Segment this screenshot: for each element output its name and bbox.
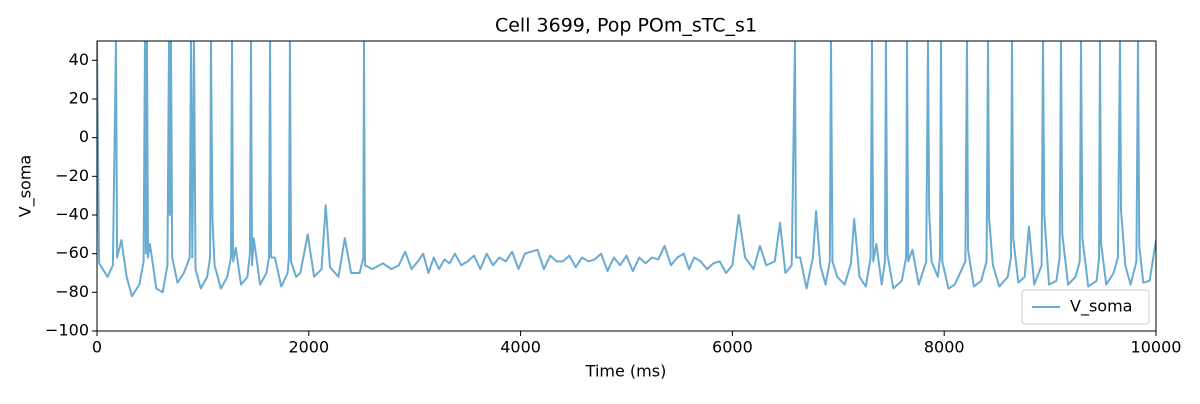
y-tick-label: −60 — [55, 243, 89, 262]
y-tick-label: −20 — [55, 166, 89, 185]
x-tick-label: 6000 — [712, 338, 753, 357]
y-tick-label: −100 — [45, 321, 89, 340]
chart-title: Cell 3699, Pop POm_sTC_s1 — [495, 15, 757, 37]
y-tick-label: −40 — [55, 205, 89, 224]
legend-label: V_soma — [1070, 297, 1132, 317]
y-tick-label: −80 — [55, 282, 89, 301]
y-axis-label: V_soma — [16, 155, 36, 217]
x-tick-label: 10000 — [1131, 338, 1182, 357]
x-tick-label: 0 — [92, 338, 102, 357]
legend-frame — [1021, 289, 1150, 325]
legend: V_soma — [1021, 289, 1150, 325]
y-tick-label: 0 — [79, 127, 89, 146]
x-tick-label: 4000 — [500, 338, 541, 357]
data-line — [97, 41, 1156, 298]
y-tick-label: 20 — [69, 89, 89, 108]
y-tick-label: 40 — [69, 50, 89, 69]
axes-frame — [96, 40, 1157, 332]
x-tick-label: 2000 — [288, 338, 329, 357]
x-tick-label: 8000 — [924, 338, 965, 357]
x-axis-label: Time (ms) — [585, 362, 667, 381]
